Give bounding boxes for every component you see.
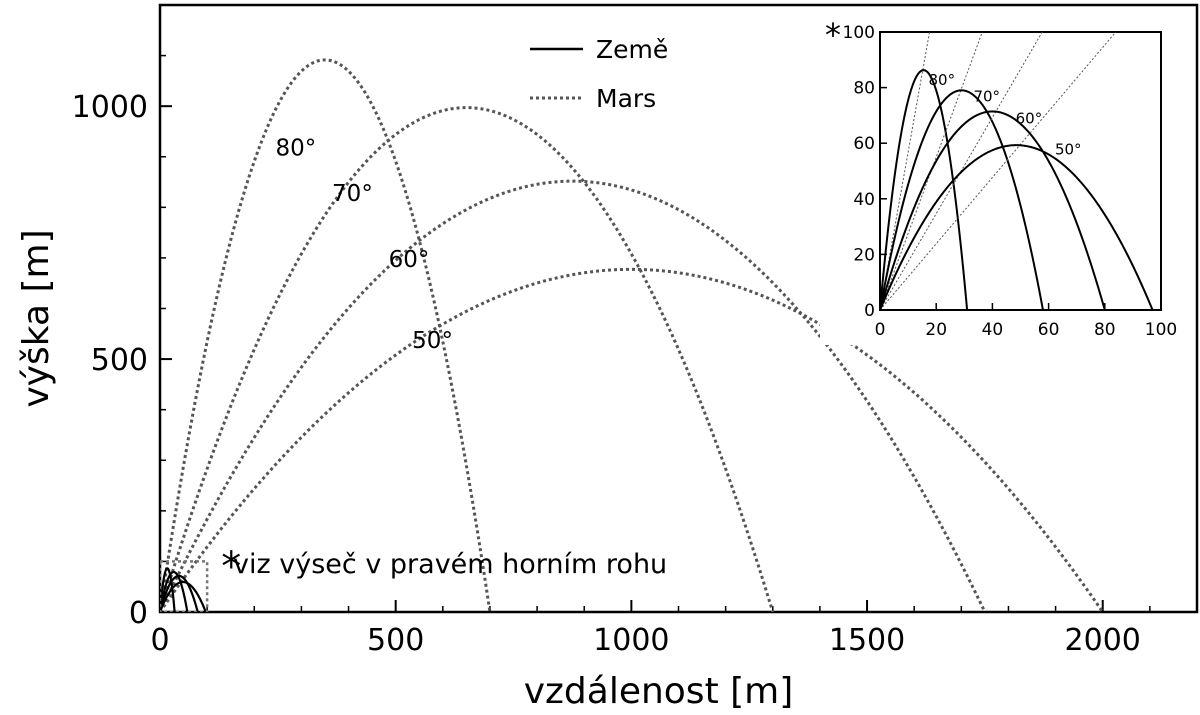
series-line-mars-50 — [160, 267, 1104, 612]
inset-y-tick-label: 60 — [853, 134, 875, 154]
inset-x-tick-label: 100 — [1145, 320, 1177, 340]
inset-frame — [879, 31, 1162, 311]
angle-label: 50° — [412, 328, 453, 354]
series-line-zeme-60 — [160, 574, 199, 612]
inset-y-tick-label: 80 — [853, 79, 875, 99]
inset-background — [820, 12, 1181, 345]
y-axis-title: výška [m] — [16, 229, 57, 407]
inset-angle-label: 70° — [973, 88, 1000, 106]
inset-x-tick-label: 40 — [982, 320, 1004, 340]
x-tick-label: 1500 — [829, 623, 905, 658]
series-line-zeme-50 — [160, 580, 207, 612]
angle-label: 60° — [389, 247, 430, 273]
x-tick-label: 1000 — [593, 623, 669, 658]
angle-label: 70° — [332, 181, 373, 207]
inset-launch-direction-60 — [880, 32, 1043, 310]
inset-series-line-zeme-80 — [880, 69, 969, 310]
series-line-zeme-70 — [160, 570, 189, 612]
inset-reference-marker: * — [221, 544, 241, 590]
angle-label: 80° — [275, 136, 316, 162]
inset-x-tick-label: 0 — [875, 320, 886, 340]
inset-series-line-zeme-50 — [880, 144, 1154, 310]
legend: Země Mars — [530, 35, 668, 113]
legend-label: Země — [596, 35, 668, 64]
x-tick-label: 2000 — [1065, 623, 1141, 658]
zoom-region-box — [160, 560, 209, 612]
x-tick-label: 500 — [367, 623, 424, 658]
x-tick-label: 0 — [150, 623, 169, 658]
inset-launch-direction-80 — [880, 32, 931, 310]
inset-x-tick-label: 60 — [1038, 320, 1060, 340]
main-series-group — [160, 58, 1104, 612]
inset-x-tick-label: 20 — [925, 320, 947, 340]
inset-series-group — [880, 32, 1154, 310]
inset-angle-label: 60° — [1016, 110, 1043, 128]
inset-note: viz výseč v pravém horním rohu — [233, 549, 667, 580]
series-line-mars-70 — [160, 106, 775, 612]
inset-y-tick-label: 20 — [853, 245, 875, 265]
inset-launch-direction-70 — [880, 32, 983, 310]
y-tick-label: 1000 — [72, 90, 148, 125]
y-tick-label: 0 — [129, 596, 148, 631]
inset-y-tick-label: 40 — [853, 190, 875, 210]
inset-angle-label: 50° — [1055, 140, 1082, 158]
inset-y-tick-label: 100 — [843, 23, 875, 43]
x-axis-title: vzdálenost [m] — [524, 671, 794, 712]
inset-launch-direction-50 — [880, 32, 1117, 310]
legend-label: Mars — [596, 84, 656, 113]
inset-angle-label: 80° — [929, 71, 956, 89]
series-line-mars-60 — [160, 179, 987, 612]
inset-x-tick-label: 80 — [1094, 320, 1116, 340]
inset-y-tick-label: 0 — [864, 301, 875, 321]
inset-series-line-zeme-70 — [880, 89, 1044, 310]
y-tick-label: 500 — [91, 343, 148, 378]
series-line-mars-80 — [160, 58, 492, 612]
inset-marker: * — [825, 16, 841, 54]
inset-series-line-zeme-60 — [880, 110, 1106, 310]
